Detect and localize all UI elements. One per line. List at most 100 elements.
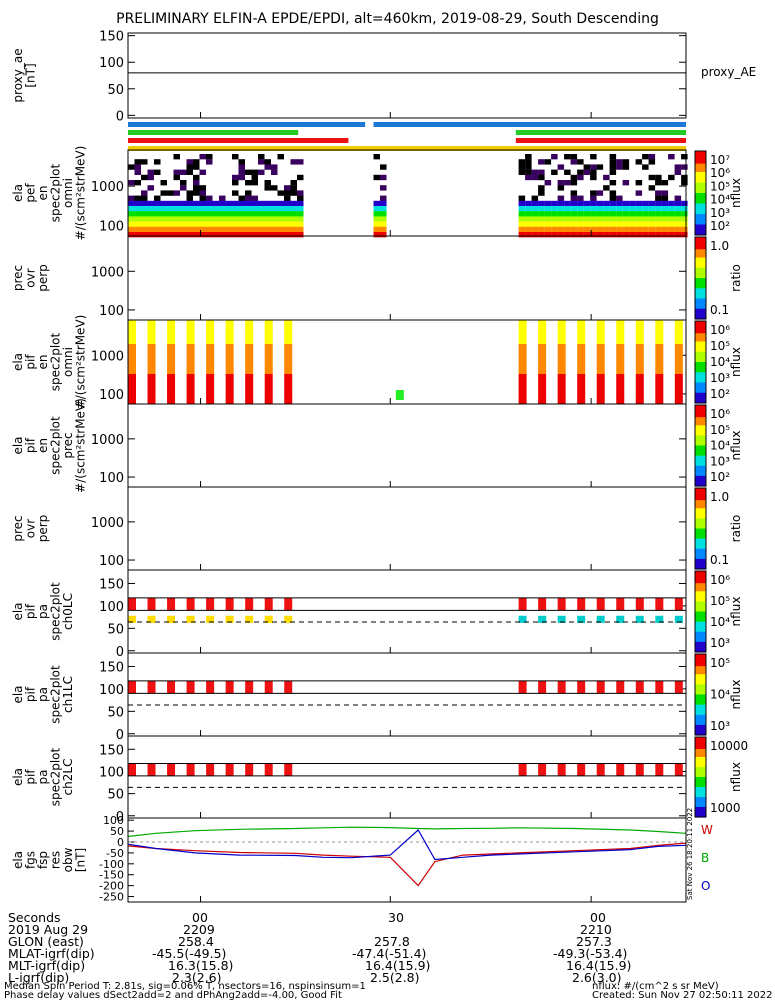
ela_pif_en_spec2plot_omni-colorbar-band xyxy=(695,359,706,363)
ela_pef_en_spec2plot_omni-cell xyxy=(271,164,278,170)
ela_pef_en_spec2plot_omni-cell xyxy=(186,159,193,165)
ela_pef_en_spec2plot_omni-colorbar-band xyxy=(695,209,706,213)
ela_pef_en_spec2plot_omni-cell xyxy=(147,216,154,222)
ela_pef_en_spec2plot_omni-cell xyxy=(380,226,387,233)
ela_pef_en_spec2plot_omni-cell xyxy=(655,190,662,196)
ela_pef_en_spec2plot_omni-cell xyxy=(373,206,381,212)
ela_pif_pa_spec2plot_ch0LC-colorbar-band xyxy=(695,637,706,641)
prec_ovr_perp_electrons-colorbar-band xyxy=(695,243,706,246)
ela_pif_en_spec2plot_omni-cb-tick-1: 10⁵ xyxy=(710,339,730,353)
ela_pef_en_spec2plot_omni-cell xyxy=(668,174,675,181)
ela_pef_en_spec2plot_omni-cell xyxy=(264,211,271,217)
ela_pef_en_spec2plot_omni-cell xyxy=(264,226,271,233)
ela_pef_en_spec2plot_omni-cell xyxy=(674,211,682,217)
ela_pif_en_spec2plot_omni-cell xyxy=(206,374,215,381)
ela_pif_pa_spec2plot_ch0LC-cell xyxy=(245,615,254,623)
ela_pif_en_spec2plot_prec-ylabel-0: ela xyxy=(11,436,25,454)
prec_ovr_perp_ions-colorbar-band xyxy=(695,554,706,558)
ela_pef_en_spec2plot_omni-cell xyxy=(173,200,180,207)
ela_pif_pa_spec2plot_ch2LC-colorbar-band xyxy=(695,747,706,750)
ela_pef_en_spec2plot_omni-cell xyxy=(518,200,526,207)
ela_pef_en_spec2plot_omni-cell xyxy=(531,211,539,217)
ela_pif_en_spec2plot_omni-cell xyxy=(225,344,234,351)
ela_pef_en_spec2plot_omni-cell xyxy=(380,174,387,181)
ela_pef_en_spec2plot_omni-cell xyxy=(570,206,578,212)
row-cell: 2210 xyxy=(580,922,612,937)
ela_pef_en_spec2plot_omni-cell xyxy=(661,216,669,222)
ela_pef_en_spec2plot_omni-cell xyxy=(251,221,258,227)
ela_pif_en_spec2plot_omni-colorbar-band xyxy=(695,343,706,347)
ela_pif_pa_spec2plot_ch2LC-ylabel-0: ela xyxy=(11,768,25,786)
ela_fgs_fsp_res_obw-ytick-3: -50 xyxy=(106,847,124,860)
ela_pef_en_spec2plot_omni-colorbar-band xyxy=(695,232,706,236)
prec_ovr_perp_electrons-colorbar-band xyxy=(695,282,706,285)
ela_pef_en_spec2plot_omni-colorbar-band xyxy=(695,226,706,230)
ela_pif_en_spec2plot_omni-cell xyxy=(557,392,566,399)
ela_pif_pa_spec2plot_ch1LC-colorbar-band xyxy=(695,674,706,677)
ela_pif_en_spec2plot_omni-cell xyxy=(674,368,683,375)
prec_ovr_perp_ions-colorbar-band xyxy=(695,550,706,554)
ela_pef_en_spec2plot_omni-cell xyxy=(134,221,141,227)
ela_pif_en_spec2plot_omni-cell xyxy=(577,326,586,333)
ela_pef_en_spec2plot_omni-cell xyxy=(251,174,258,181)
ela_pef_en_spec2plot_omni-cell xyxy=(141,190,148,196)
ela_pif_en_spec2plot_prec-colorbar-band xyxy=(695,477,706,481)
ela_pef_en_spec2plot_omni-cell xyxy=(609,180,617,186)
ela_pif_en_spec2plot_omni-cell xyxy=(616,386,625,393)
ela_pif_en_spec2plot_omni-cell xyxy=(264,392,273,399)
ela_pef_en_spec2plot_omni-cell xyxy=(134,211,141,217)
ela_pef_en_spec2plot_omni-cell xyxy=(238,195,245,201)
ela_pef_en_spec2plot_omni-cell xyxy=(373,211,381,217)
ela_pif_en_spec2plot_omni-cell xyxy=(186,392,195,399)
ela_pif_en_spec2plot_omni-cell xyxy=(284,392,293,399)
ela_pif_en_spec2plot_omni-cell xyxy=(167,320,176,327)
ela_pef_en_spec2plot_omni-cell xyxy=(232,216,239,222)
ela_pif_en_spec2plot_omni-cell xyxy=(206,332,215,339)
ela_pif_en_spec2plot_omni-cell xyxy=(167,386,176,393)
ela_pif_pa_spec2plot_ch1LC-cell xyxy=(518,680,527,694)
ela_pef_en_spec2plot_omni-cell xyxy=(570,226,578,233)
ela_pef_en_spec2plot_omni-cell xyxy=(577,169,584,175)
ela_pif_pa_spec2plot_ch2LC-ylabel-3: spec2plot xyxy=(49,747,63,806)
ela_pif_pa_spec2plot_ch0LC-colorbar-band xyxy=(695,591,706,594)
ela_pef_en_spec2plot_omni-cell xyxy=(134,159,141,165)
row-cell: 2209 xyxy=(183,922,215,937)
ela_pif_pa_spec2plot_ch0LC-cb-label: nflux xyxy=(729,597,743,627)
ela_pef_en_spec2plot_omni-colorbar-frame xyxy=(694,150,707,236)
row-cell: 257.3 xyxy=(576,934,612,949)
ela_pif_pa_spec2plot_ch1LC-cell xyxy=(284,680,293,694)
ela_pif_pa_spec2plot_ch2LC-cell xyxy=(284,763,293,776)
prec_ovr_perp_ions-colorbar-band xyxy=(695,536,706,540)
ela_pif_en_spec2plot_omni-cell xyxy=(616,398,625,405)
ela_pif_en_spec2plot_prec-colorbar-band xyxy=(695,473,706,477)
ela_pef_en_spec2plot_omni-cell xyxy=(635,200,643,207)
ela_pif_en_spec2plot_omni-cell xyxy=(147,374,156,381)
ela_pef_en_spec2plot_omni-cell xyxy=(380,200,387,207)
ela_pef_en_spec2plot_omni-cell xyxy=(284,216,291,222)
prec_ovr_perp_electrons-colorbar-band xyxy=(695,249,706,252)
ela_pif_en_spec2plot_omni-cell xyxy=(635,374,644,381)
ela_pif_en_spec2plot_omni-cell xyxy=(538,350,547,357)
ela_pif_en_spec2plot_omni-cell xyxy=(557,362,566,369)
ela_pif_en_spec2plot_omni-cell xyxy=(538,374,547,381)
prec_ovr_perp_ions-cb-tick-1: 0.1 xyxy=(710,553,729,567)
ela_pef_en_spec2plot_omni-cell xyxy=(245,169,252,175)
ela_pef_en_spec2plot_omni-cell xyxy=(290,232,297,238)
prec_ovr_perp_electrons-cb-tick-0: 1.0 xyxy=(710,239,729,253)
ela_pef_en_spec2plot_omni-cell xyxy=(557,206,565,212)
ela_pef_en_spec2plot_omni-cell xyxy=(271,226,278,233)
ela_pif_en_spec2plot_omni-cell xyxy=(147,326,156,333)
ela_pif_en_spec2plot_omni-colorbar-band xyxy=(695,325,706,328)
ela_pif_en_spec2plot_omni-cell xyxy=(245,368,254,375)
ela_pif_en_spec2plot_omni-cell xyxy=(147,332,156,339)
ela_pef_en_spec2plot_omni-cell xyxy=(141,226,148,233)
ela_fgs_fsp_res_obw-ytick-2: 0 xyxy=(117,836,124,849)
ela_pif_en_spec2plot_omni-cell xyxy=(225,338,234,345)
ela_pif_en_spec2plot_omni-cell xyxy=(674,398,683,405)
ela_pef_en_spec2plot_omni-cell xyxy=(655,221,662,227)
ela_pif_en_spec2plot_omni-cell xyxy=(557,350,566,357)
ela_pif_en_spec2plot_omni-cell xyxy=(264,320,273,327)
ela_pif_pa_spec2plot_ch2LC-cell xyxy=(518,763,527,776)
ela_pif_pa_spec2plot_ch0LC-colorbar-band xyxy=(695,635,706,639)
ela_pef_en_spec2plot_omni-cell xyxy=(290,185,297,191)
